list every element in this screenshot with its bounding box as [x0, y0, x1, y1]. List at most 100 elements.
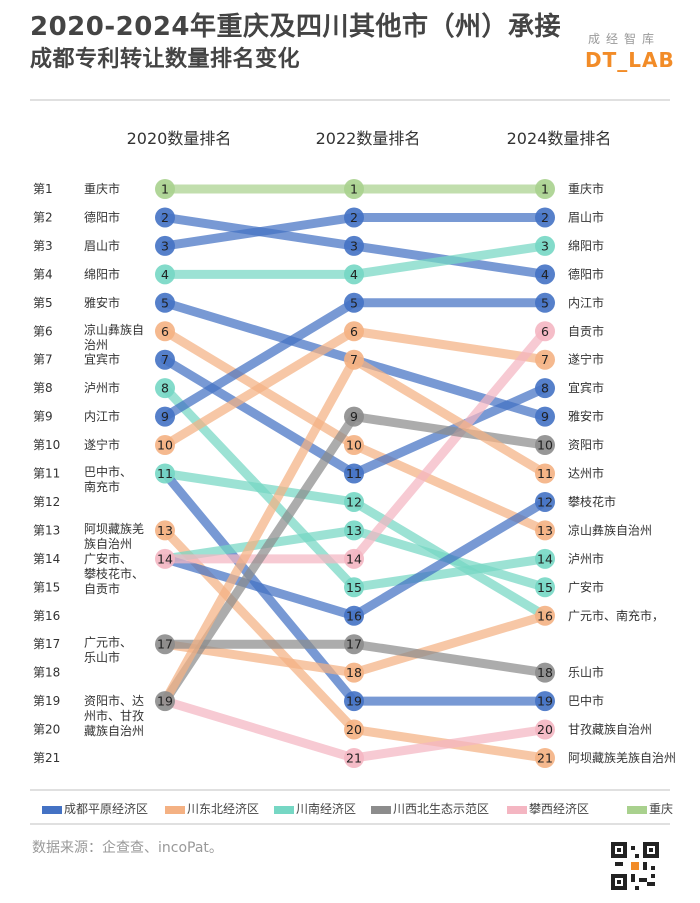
rank-label: 第20 [33, 723, 60, 737]
rank-label: 第6 [33, 324, 53, 338]
rank-label: 第9 [33, 410, 53, 424]
rank-marker-label: 9 [541, 409, 549, 424]
legend-swatch [42, 805, 62, 814]
rank-marker-label: 9 [350, 409, 358, 424]
rank-marker [155, 207, 175, 228]
rank-marker [535, 605, 555, 626]
left-city-label: 重庆市 [84, 181, 120, 196]
rank-label: 第7 [33, 353, 53, 367]
column-header: 2024数量排名 [507, 129, 612, 148]
legend-swatch [507, 805, 527, 814]
rank-marker [344, 463, 364, 484]
right-city-label: 遂宁市 [568, 352, 604, 367]
chart-title-line2: 成都专利转让数量排名变化 [30, 47, 301, 72]
rank-marker [155, 321, 175, 342]
chart-title: 2020-2024年重庆及四川其他市（州）承接 成都专利转让数量排名变化 [30, 10, 561, 76]
rank-marker-label: 4 [350, 267, 358, 282]
source-note: 数据来源：企查查、incoPat。 [32, 840, 223, 856]
rank-marker [535, 235, 555, 256]
rank-marker [344, 235, 364, 256]
rank-label: 第8 [33, 381, 53, 395]
rank-marker-label: 10 [537, 438, 553, 453]
rank-marker [535, 406, 555, 427]
rank-marker-label: 4 [541, 267, 549, 282]
legend-bottom-divider [30, 823, 670, 825]
right-city-label: 巴中市 [568, 693, 604, 708]
left-city-label: 德阳市 [84, 209, 120, 224]
qr-code-icon [611, 842, 659, 890]
rank-label: 第17 [33, 637, 60, 651]
rank-marker [155, 349, 175, 370]
rank-marker [344, 662, 364, 683]
rank-marker-label: 5 [541, 295, 549, 310]
rank-marker-label: 15 [346, 580, 362, 595]
rank-marker-label: 7 [161, 352, 169, 367]
column-header: 2020数量排名 [127, 129, 232, 148]
rank-marker-label: 21 [346, 751, 362, 766]
chart-title-line1: 2020-2024年重庆及四川其他市（州）承接 [30, 12, 562, 42]
rank-marker [344, 577, 364, 598]
rank-marker [344, 179, 364, 199]
legend-label: 攀西经济区 [529, 802, 590, 816]
rank-marker [344, 321, 364, 342]
rank-marker [155, 435, 175, 456]
legend-label: 成都平原经济区 [64, 802, 149, 816]
rank-marker-label: 12 [346, 494, 362, 509]
column-header: 2022数量排名 [316, 129, 421, 148]
rank-marker [535, 463, 555, 484]
rank-marker [155, 463, 175, 484]
rank-label: 第11 [33, 467, 60, 481]
right-city-label: 广安市 [568, 579, 604, 594]
right-city-label: 甘孜藏族自治州 [568, 723, 652, 737]
rank-marker-label: 5 [161, 295, 169, 310]
rank-marker [155, 292, 175, 313]
rank-marker-label: 10 [346, 438, 362, 453]
rank-marker [344, 435, 364, 456]
rank-label: 第13 [33, 523, 60, 537]
rank-marker [535, 520, 555, 541]
rank-marker-label: 8 [541, 381, 549, 396]
rank-marker-label: 1 [541, 182, 549, 197]
rank-marker [344, 207, 364, 228]
rank-line [160, 326, 550, 450]
rank-marker-label: 14 [157, 551, 173, 566]
left-city-label: 南充市 [84, 479, 120, 494]
rank-marker [155, 548, 175, 569]
legend-label: 川南经济区 [296, 802, 357, 816]
right-city-label: 宜宾市 [568, 380, 604, 395]
rank-marker-label: 19 [537, 694, 553, 709]
rank-marker-label: 6 [541, 324, 549, 339]
rank-marker [344, 691, 364, 712]
rank-marker [155, 520, 175, 541]
legend-item: 川西北生态示范区 [371, 800, 489, 817]
legend-label: 川西北生态示范区 [393, 802, 490, 816]
rank-marker [344, 406, 364, 427]
rank-marker [535, 378, 555, 399]
rank-marker [535, 691, 555, 712]
rank-marker [344, 634, 364, 655]
left-city-label: 州市、甘孜 [84, 708, 144, 723]
right-city-label: 德阳市 [568, 266, 604, 281]
legend-swatch [165, 805, 185, 814]
left-city-label: 内江市 [84, 409, 120, 424]
brand-name-cn: 成经智库 [588, 32, 661, 46]
rank-marker [344, 719, 364, 740]
rank-marker [344, 491, 364, 512]
rank-label: 第2 [33, 210, 53, 224]
right-city-label: 内江市 [568, 295, 604, 310]
rank-marker-label: 19 [346, 694, 362, 709]
legend-item: 川东北经济区 [165, 800, 259, 817]
legend-item: 成都平原经济区 [42, 800, 148, 817]
left-city-label: 族自治州 [84, 537, 132, 551]
right-city-label: 攀枝花市 [568, 494, 616, 509]
rank-marker [535, 491, 555, 512]
left-city-label: 泸州市 [84, 380, 120, 395]
rank-marker [155, 634, 175, 655]
rank-marker-label: 3 [161, 238, 169, 253]
rank-marker-label: 7 [541, 352, 549, 367]
left-city-label: 藏族自治州 [84, 724, 144, 738]
rank-marker-label: 19 [157, 694, 173, 709]
rank-marker [344, 548, 364, 569]
rank-marker [155, 691, 175, 712]
